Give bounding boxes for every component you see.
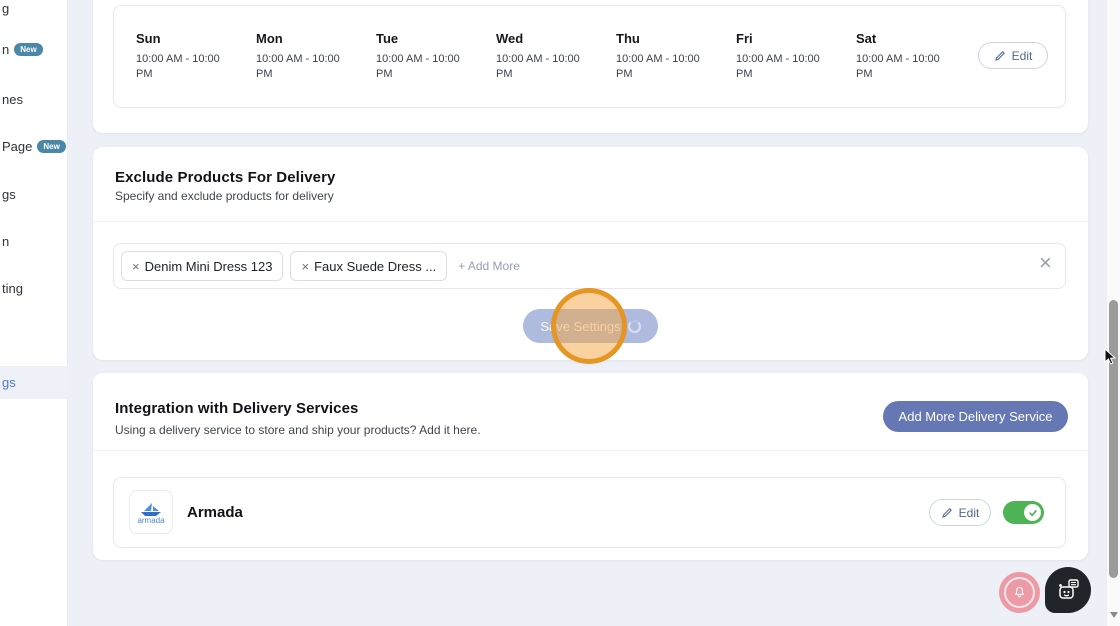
day-name: Mon — [256, 31, 283, 46]
divider — [93, 450, 1088, 451]
day-hours: 10:00 AM - 10:00 PM — [376, 53, 460, 80]
sidebar-item[interactable]: Page New — [2, 139, 66, 155]
day-name: Sat — [856, 31, 877, 46]
product-tag-label: Denim Mini Dress 123 — [144, 258, 273, 274]
sidebar-item[interactable]: nes — [2, 92, 23, 107]
sidebar-item[interactable]: ting — [2, 281, 23, 296]
add-delivery-service-button[interactable]: Add More Delivery Service — [883, 401, 1068, 432]
exclude-products-title: Exclude Products For Delivery — [115, 169, 336, 186]
integration-subtitle: Using a delivery service to store and sh… — [115, 423, 481, 437]
schedule-day: Fri 10:00 AM - 10:00 PM — [736, 31, 840, 82]
product-tag[interactable]: × Denim Mini Dress 123 — [121, 251, 284, 281]
day-name: Fri — [736, 31, 753, 46]
pencil-icon — [994, 50, 1005, 61]
armada-logo: armada — [129, 490, 173, 534]
integration-title: Integration with Delivery Services — [115, 400, 359, 417]
service-row — [113, 477, 1066, 548]
day-hours: 10:00 AM - 10:00 PM — [256, 53, 340, 80]
edit-button-label: Edit — [958, 505, 980, 520]
day-hours: 10:00 AM - 10:00 PM — [616, 53, 700, 80]
notifications-button[interactable] — [999, 572, 1040, 613]
sidebar-item[interactable]: gs — [2, 187, 16, 202]
exclude-products-subtitle: Specify and exclude products for deliver… — [115, 189, 334, 203]
product-tags-row: × Denim Mini Dress 123 × Faux Suede Dress … — [121, 251, 520, 281]
loading-spinner-icon — [627, 319, 641, 333]
toggle-knob — [1024, 504, 1041, 521]
armada-logo-text: armada — [137, 515, 165, 525]
scrollbar-thumb[interactable] — [1109, 300, 1118, 578]
scrollbar-track[interactable] — [1106, 0, 1120, 626]
schedule-day: Tue 10:00 AM - 10:00 PM — [376, 31, 480, 82]
day-name: Thu — [616, 31, 640, 46]
product-tag[interactable]: × Faux Suede Dress ... — [290, 251, 448, 281]
clear-input-icon[interactable]: × — [1039, 250, 1052, 275]
product-tag-label: Faux Suede Dress ... — [314, 258, 437, 274]
service-enabled-toggle[interactable] — [1003, 501, 1044, 524]
save-settings-label: Save Settings — [540, 318, 621, 334]
service-name: Armada — [187, 504, 243, 521]
day-hours: 10:00 AM - 10:00 PM — [736, 53, 820, 80]
schedule-box — [113, 5, 1066, 108]
robot-icon — [1059, 579, 1079, 599]
schedule-day: Sun 10:00 AM - 10:00 PM — [136, 31, 240, 82]
sidebar-item[interactable]: n New — [2, 42, 43, 58]
day-hours: 10:00 AM - 10:00 PM — [136, 53, 220, 80]
remove-tag-icon[interactable]: × — [301, 258, 310, 274]
new-badge: New — [14, 43, 43, 56]
divider — [93, 221, 1088, 222]
schedule-day: Thu 10:00 AM - 10:00 PM — [616, 31, 720, 82]
schedule-day: Sat 10:00 AM - 10:00 PM — [856, 31, 960, 82]
day-hours: 10:00 AM - 10:00 PM — [496, 53, 580, 80]
edit-button-label: Edit — [1011, 48, 1033, 63]
sidebar-item-settings-selected[interactable]: gs — [0, 366, 68, 399]
sidebar: g n New nes Page New gs n ting gs — [0, 0, 68, 626]
day-name: Wed — [496, 31, 524, 46]
edit-service-button[interactable]: Edit — [929, 499, 991, 526]
sidebar-item-label: n — [2, 42, 10, 57]
new-badge: New — [37, 140, 66, 153]
sidebar-item-label: Page — [2, 139, 33, 154]
schedule-day: Wed 10:00 AM - 10:00 PM — [496, 31, 600, 82]
save-settings-button[interactable]: Save Settings — [523, 309, 658, 343]
boat-icon — [141, 502, 161, 516]
day-name: Sun — [136, 31, 161, 46]
check-icon — [1028, 509, 1037, 516]
chatbot-button[interactable] — [1045, 567, 1091, 613]
schedule-day: Mon 10:00 AM - 10:00 PM — [256, 31, 360, 82]
bell-icon — [1015, 586, 1024, 598]
add-more-products-link[interactable]: + Add More — [458, 259, 520, 273]
sidebar-item[interactable]: g — [2, 1, 10, 16]
day-hours: 10:00 AM - 10:00 PM — [856, 53, 940, 80]
remove-tag-icon[interactable]: × — [132, 258, 140, 274]
sidebar-item[interactable]: n — [2, 234, 10, 249]
scroll-down-arrow[interactable] — [1110, 612, 1118, 618]
pencil-icon — [941, 507, 952, 518]
bell-ring — [1004, 577, 1035, 608]
edit-schedule-button[interactable]: Edit — [978, 42, 1048, 69]
day-name: Tue — [376, 31, 399, 46]
